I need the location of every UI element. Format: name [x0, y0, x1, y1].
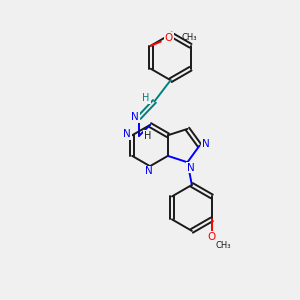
Text: CH₃: CH₃: [215, 241, 231, 250]
Text: N: N: [187, 163, 195, 172]
Text: N: N: [202, 139, 210, 149]
Text: CH₃: CH₃: [181, 33, 197, 42]
Text: O: O: [208, 232, 216, 242]
Text: N: N: [145, 167, 152, 176]
Text: N: N: [123, 129, 131, 139]
Text: O: O: [165, 33, 173, 43]
Text: N: N: [131, 112, 139, 122]
Text: H: H: [144, 131, 151, 141]
Text: H: H: [142, 93, 150, 103]
